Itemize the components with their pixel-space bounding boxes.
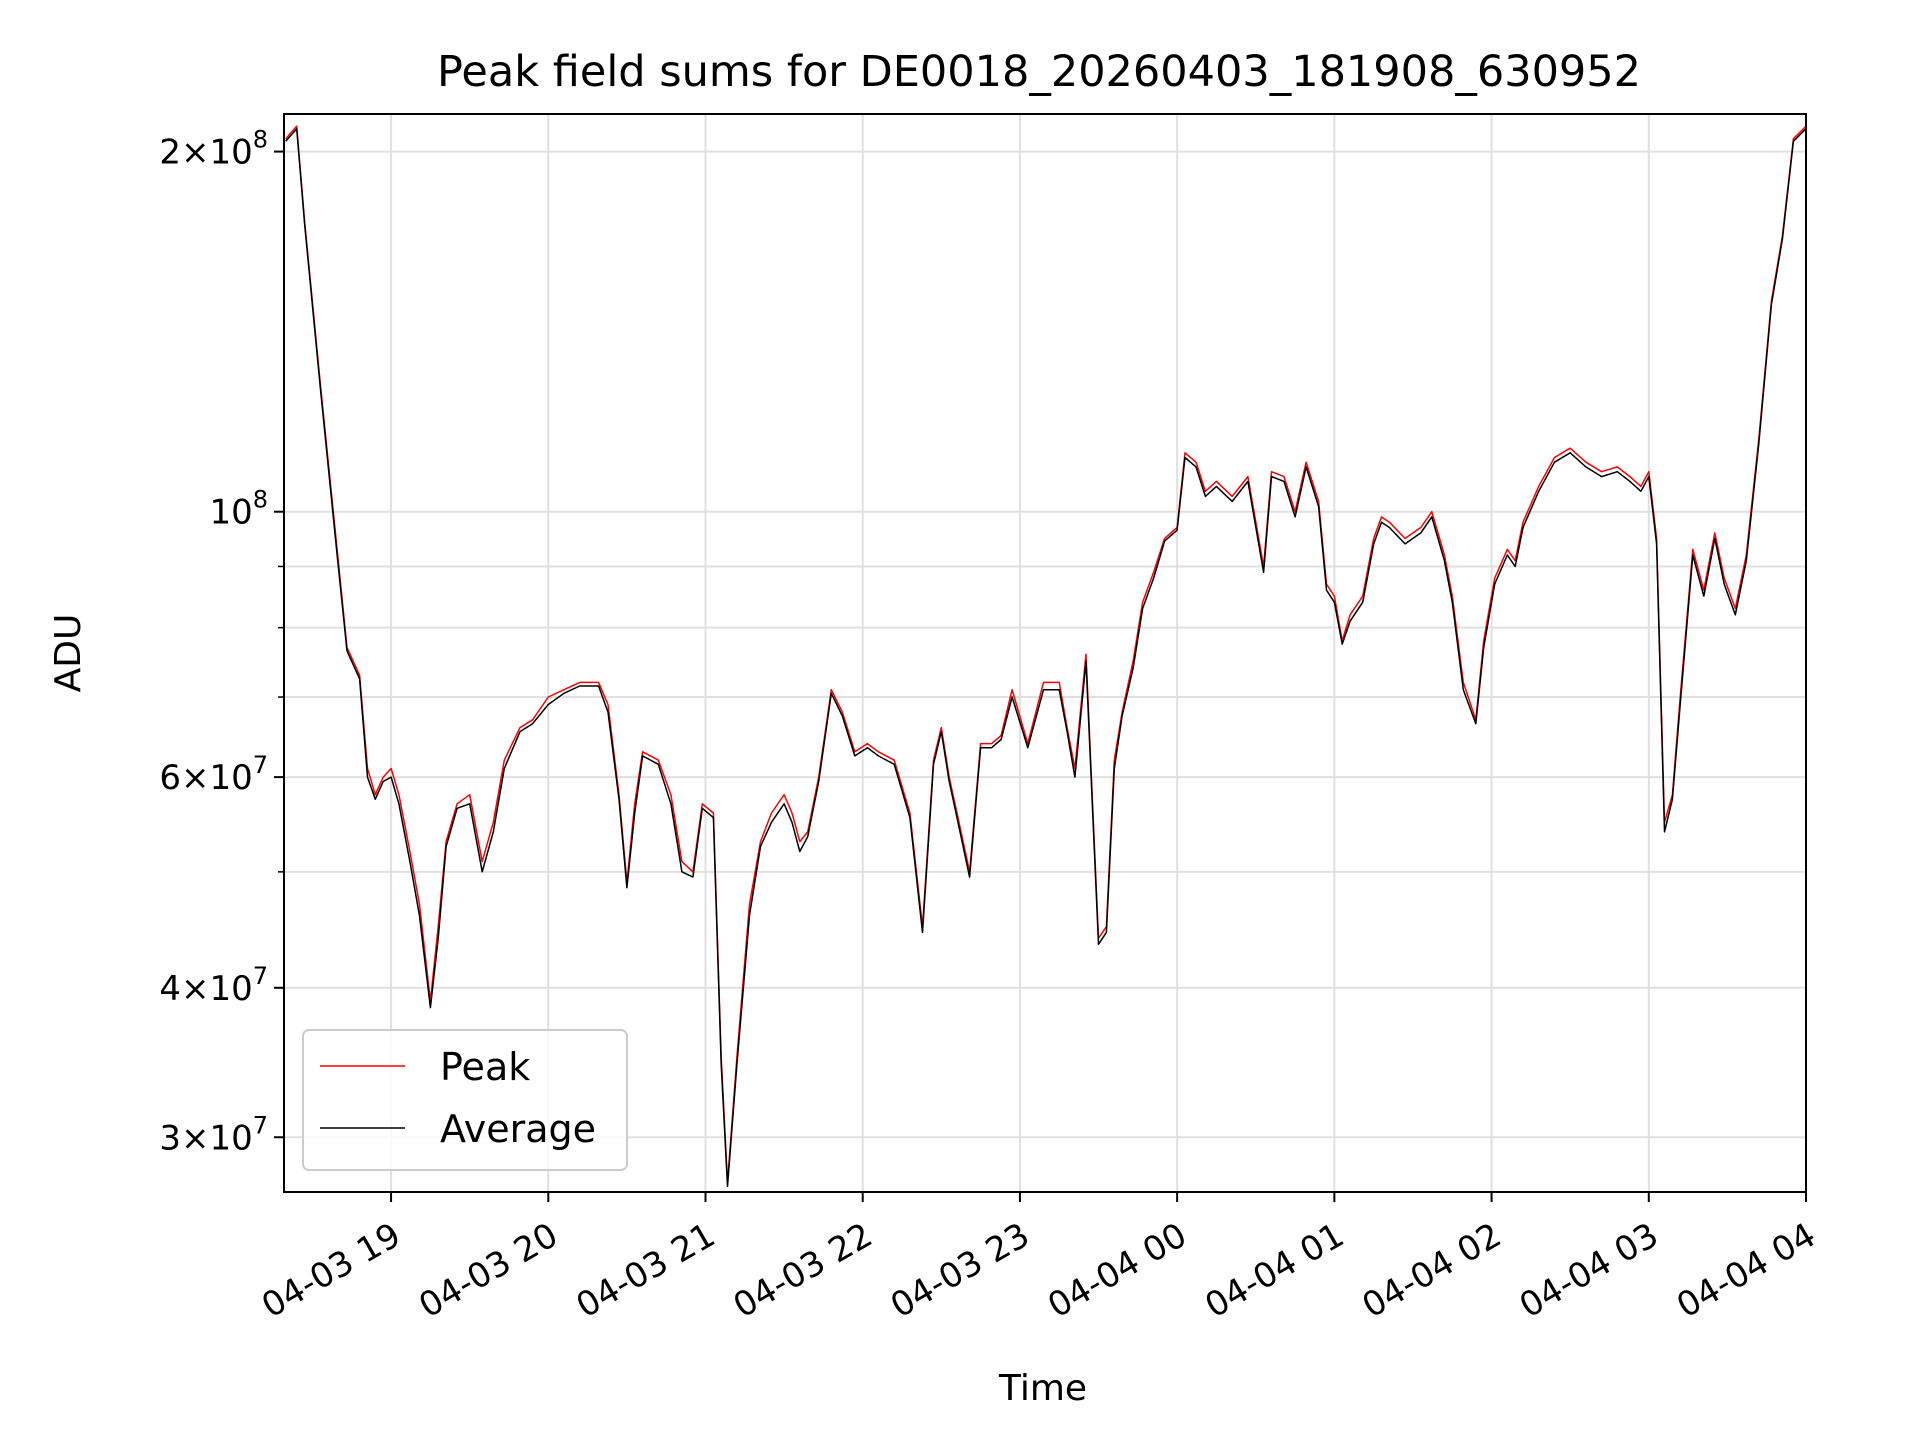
y-tick-mantissa: 4×10 [159, 969, 252, 1009]
y-tick-mantissa: 3×10 [159, 1118, 252, 1158]
legend: Peak Average [302, 1029, 628, 1171]
y-tick-exponent: 7 [253, 751, 268, 779]
legend-box [302, 1029, 628, 1171]
x-axis-label: Time [998, 1368, 1087, 1409]
axes-frame [283, 113, 1807, 1193]
y-tick-exponent: 8 [253, 126, 268, 154]
y-axis-label: ADU [48, 614, 89, 693]
y-tick-exponent: 8 [253, 486, 268, 514]
y-tick-label: 6×107 [159, 751, 268, 798]
legend-label-peak: Peak [440, 1045, 530, 1089]
y-tick-label: 2×108 [159, 126, 268, 173]
y-tick-label: 3×107 [159, 1111, 268, 1158]
chart-title: Peak field sums for DE0018_20260403_1819… [437, 47, 1641, 97]
y-tick-base: 10 [209, 493, 252, 533]
y-tick-label: 108 [209, 486, 268, 533]
y-tick-mantissa: 6×10 [159, 758, 252, 798]
plot-area [285, 125, 1806, 1188]
series-layer [285, 125, 1806, 1188]
legend-label-average: Average [440, 1107, 596, 1151]
y-tick-exponent: 7 [253, 962, 268, 990]
y-tick-mantissa: 2×10 [159, 133, 252, 173]
y-tick-label: 4×107 [159, 962, 268, 1009]
series-line-peak [285, 125, 1806, 1184]
series-line-average [285, 127, 1806, 1188]
y-tick-exponent: 7 [253, 1111, 268, 1139]
